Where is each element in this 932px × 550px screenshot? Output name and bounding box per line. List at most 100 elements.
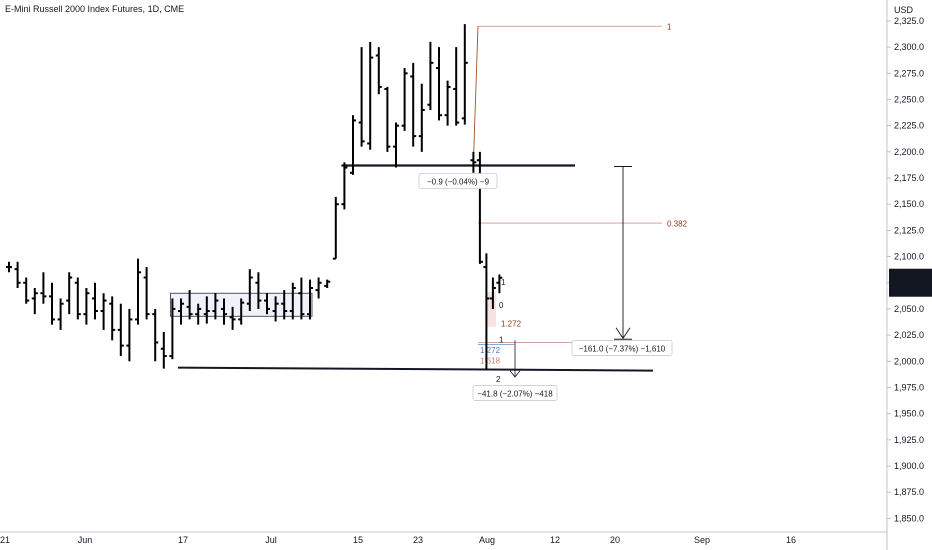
ohlc-bar bbox=[83, 287, 90, 325]
fib-extension-label: 2 bbox=[496, 375, 501, 384]
fib-extension-zone bbox=[486, 292, 496, 327]
time-axis: 21 Jun 17 Jul 15 23 Aug 12 20 Sep 16 bbox=[0, 531, 887, 545]
ohlc-bar bbox=[410, 62, 417, 147]
measure-label-ext: −41.8 (−2.07%) −418 bbox=[472, 385, 558, 401]
ohlc-bar bbox=[289, 282, 296, 320]
ohlc-bar bbox=[195, 303, 202, 325]
ohlc-bar bbox=[6, 261, 12, 273]
fib-extension-label: 1 bbox=[499, 335, 504, 344]
price-tick-label: 2,100.0 bbox=[894, 252, 924, 262]
ohlc-bar bbox=[40, 272, 47, 304]
drawing-tools bbox=[169, 25, 662, 378]
price-tick-label: 1,950.0 bbox=[894, 409, 924, 419]
price-tick-label: 2,300.0 bbox=[894, 42, 924, 52]
label-background bbox=[418, 173, 498, 189]
ohlc-bar bbox=[272, 296, 279, 322]
price-tick-label: 2,125.0 bbox=[894, 225, 924, 235]
time-tick-label: 20 bbox=[610, 535, 620, 545]
time-tick-label: 23 bbox=[413, 535, 423, 545]
price-tick-label: 2,150.0 bbox=[894, 199, 924, 209]
price-tick-label: 1,875.0 bbox=[894, 487, 924, 497]
ohlc-bar bbox=[255, 272, 262, 309]
fib-level-label: 1 bbox=[667, 23, 672, 32]
measure-label-main: −161.0 (−7.37%) −1,610 bbox=[571, 340, 673, 356]
ohlc-bar bbox=[375, 47, 382, 95]
measure-label-short-text: −0.9 (−0.04%) −9 bbox=[427, 177, 490, 186]
fib-extension-label: 1.272 bbox=[480, 346, 501, 355]
ohlc-bar bbox=[31, 287, 38, 315]
ohlc-bars bbox=[6, 24, 503, 370]
ohlc-bar bbox=[470, 151, 477, 173]
measure-arrowhead bbox=[615, 327, 631, 340]
ohlc-bar bbox=[264, 293, 270, 315]
ohlc-bar bbox=[393, 122, 399, 168]
ohlc-bar bbox=[57, 298, 64, 330]
ohlc-bar bbox=[23, 277, 30, 304]
ohlc-bar bbox=[135, 258, 141, 325]
ohlc-bar bbox=[160, 331, 167, 369]
ohlc-bar bbox=[384, 86, 391, 152]
ohlc-bar bbox=[203, 296, 210, 324]
price-tick-label: 2,250.0 bbox=[894, 94, 924, 104]
ohlc-bar bbox=[436, 47, 442, 121]
ohlc-bar bbox=[298, 277, 305, 320]
fib-extension-label: 1 bbox=[501, 278, 506, 287]
price-tick-label: 2,275.0 bbox=[894, 68, 924, 78]
ohlc-bar bbox=[92, 282, 98, 320]
measure-arrowhead-small bbox=[509, 370, 521, 378]
ohlc-bar bbox=[221, 298, 227, 325]
measure-label-main-text: −161.0 (−7.37%) −1,610 bbox=[579, 344, 666, 353]
ohlc-bar bbox=[350, 115, 356, 175]
ohlc-bar bbox=[169, 298, 176, 360]
price-axis: USD 1,850.0 1,875.0 1,900.0 1,925.0 1,950.0 1,… bbox=[886, 0, 932, 550]
ohlc-bar bbox=[332, 196, 339, 260]
price-tick-label: 1,975.0 bbox=[894, 382, 924, 392]
ohlc-bar bbox=[427, 41, 434, 110]
ohlc-bar bbox=[66, 272, 73, 315]
time-tick-label: 12 bbox=[550, 535, 560, 545]
time-tick-label: Aug bbox=[479, 535, 495, 545]
fib-level-label: 0.382 bbox=[667, 220, 688, 229]
ohlc-bar bbox=[281, 290, 288, 320]
price-tick-label: 2,050.0 bbox=[894, 304, 924, 314]
price-badge bbox=[889, 268, 932, 297]
ohlc-bar bbox=[109, 296, 116, 341]
drawing-annotations: 1 0.382 0 −0.9 (−0.04%) −9 −161.0 (−7.37%) −… bbox=[418, 23, 688, 401]
price-tick-label: 2,200.0 bbox=[894, 147, 924, 157]
price-badge-value: 2,079.8 bbox=[894, 271, 924, 281]
chart-title: E-Mini Russell 2000 Index Futures, 1D, C… bbox=[5, 4, 185, 14]
ohlc-bar bbox=[315, 277, 322, 299]
time-tick-label: Jun bbox=[78, 535, 93, 545]
time-tick-label: 21 bbox=[0, 535, 10, 545]
ohlc-bar bbox=[401, 68, 408, 131]
label-background bbox=[472, 385, 558, 401]
ohlc-bar bbox=[307, 279, 313, 320]
ohlc-bar bbox=[152, 308, 159, 362]
ohlc-bar bbox=[476, 151, 483, 264]
price-tick-label: 2,025.0 bbox=[894, 330, 924, 340]
price-tick-label: 2,325.0 bbox=[894, 16, 924, 26]
ohlc-bar bbox=[461, 24, 468, 125]
ohlc-bar bbox=[341, 162, 348, 210]
price-tick-label: 2,000.0 bbox=[894, 356, 924, 366]
ohlc-bar bbox=[74, 277, 81, 320]
time-tick-label: 17 bbox=[178, 535, 188, 545]
price-tick-label: 1,900.0 bbox=[894, 461, 924, 471]
ohlc-bar bbox=[367, 41, 374, 150]
support-line bbox=[177, 366, 654, 372]
ohlc-bar bbox=[496, 274, 503, 294]
ohlc-bar bbox=[483, 253, 490, 370]
ohlc-bar bbox=[186, 290, 193, 320]
ohlc-bar bbox=[178, 298, 184, 325]
ohlc-bar bbox=[358, 47, 365, 147]
fib-extension-label: 0 bbox=[499, 301, 504, 310]
ohlc-bar bbox=[489, 277, 496, 309]
ohlc-bar bbox=[444, 80, 451, 126]
ohlc-bar bbox=[49, 282, 55, 325]
price-badge-countdown: 20:54:58 bbox=[894, 283, 929, 293]
price-tick-label: 1,925.0 bbox=[894, 435, 924, 445]
ohlc-bar bbox=[246, 269, 253, 312]
ohlc-bar bbox=[418, 83, 425, 152]
time-tick-label: Sep bbox=[694, 535, 710, 545]
